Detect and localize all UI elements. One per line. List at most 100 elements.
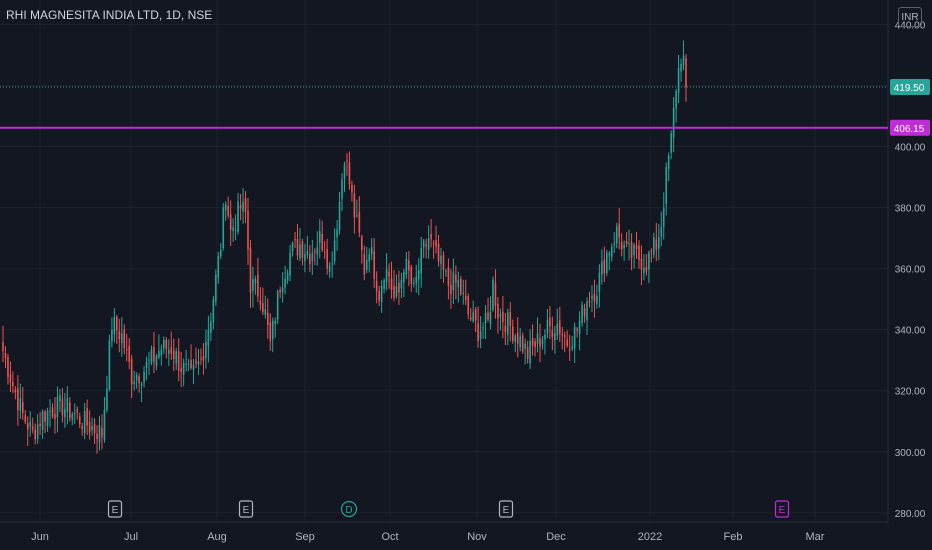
- candle-body: [202, 356, 205, 361]
- candle-body: [383, 280, 385, 289]
- candle-body: [467, 296, 470, 315]
- candle-body: [158, 351, 160, 358]
- candle-body: [172, 350, 175, 360]
- candle-body: [155, 355, 158, 366]
- candle-body: [14, 389, 17, 393]
- x-tick-label: Mar: [806, 531, 825, 543]
- last-price-label: 419.50: [894, 83, 925, 94]
- candle-body: [331, 263, 333, 265]
- candle-body: [266, 312, 269, 325]
- candle-body: [633, 244, 635, 256]
- candle-body: [412, 283, 415, 285]
- candle-body: [71, 414, 74, 420]
- x-tick-label: Feb: [724, 531, 743, 543]
- candle-body: [410, 266, 413, 284]
- candle-body: [34, 429, 36, 440]
- candle-body: [128, 345, 131, 362]
- candle-body: [573, 326, 576, 349]
- candle-body: [445, 270, 447, 272]
- candle-body: [507, 312, 509, 335]
- earnings-marker[interactable]: [107, 500, 123, 518]
- candle-body: [487, 312, 489, 320]
- candle-body: [269, 322, 272, 342]
- candle-body: [610, 246, 613, 257]
- candle-body: [390, 278, 393, 290]
- candle-body: [474, 309, 477, 321]
- candle-body: [36, 424, 39, 440]
- candle-body: [234, 229, 237, 231]
- candle-body: [108, 340, 111, 390]
- candle-body: [497, 303, 499, 319]
- candle-body: [432, 243, 435, 245]
- candle-body: [450, 284, 452, 295]
- candle-body: [81, 425, 83, 430]
- candle-body: [437, 243, 440, 262]
- candle-body: [606, 252, 608, 274]
- candle-body: [279, 289, 281, 292]
- candle-body: [296, 238, 299, 256]
- candle-body: [46, 410, 49, 426]
- candle-body: [526, 346, 529, 359]
- candle-body: [135, 375, 138, 381]
- horizontal-line-label: 406.15: [894, 124, 925, 135]
- candle-body: [41, 410, 44, 430]
- candle-body: [531, 338, 534, 346]
- earnings-marker[interactable]: [238, 500, 254, 518]
- candle-body: [17, 388, 19, 411]
- candle-body: [66, 397, 69, 413]
- candle-body: [680, 63, 682, 72]
- candle-body: [460, 278, 462, 295]
- y-tick-label: 380.00: [895, 204, 926, 215]
- candles: [2, 40, 687, 454]
- dividend-marker[interactable]: [340, 500, 358, 518]
- candle-body: [143, 371, 145, 383]
- candle-body: [598, 272, 601, 292]
- candle-body: [489, 312, 492, 325]
- candle-body: [514, 335, 517, 342]
- candle-body: [281, 287, 284, 293]
- candle-body: [4, 352, 7, 358]
- candle-body: [140, 383, 143, 386]
- candle-body: [88, 422, 91, 433]
- earnings-marker[interactable]: [774, 500, 790, 518]
- candle-body: [336, 229, 338, 238]
- candle-body: [170, 347, 173, 354]
- candle-body: [378, 290, 380, 301]
- candle-body: [578, 320, 581, 335]
- candle-body: [333, 240, 336, 262]
- candle-body: [185, 363, 187, 365]
- candle-body: [195, 360, 197, 364]
- candle-body: [425, 244, 427, 247]
- candle-body: [264, 309, 267, 315]
- candle-body: [237, 201, 239, 233]
- candle-body: [435, 239, 437, 247]
- candle-body: [601, 261, 603, 275]
- candle-body: [133, 381, 135, 384]
- candle-body: [568, 349, 571, 351]
- currency-selector[interactable]: INR: [898, 7, 922, 27]
- candle-body: [393, 285, 395, 299]
- earnings-marker[interactable]: [498, 500, 514, 518]
- candle-body: [130, 359, 133, 385]
- candle-body: [427, 238, 430, 250]
- candle-body: [534, 341, 536, 348]
- candle-body: [373, 251, 375, 279]
- candle-body: [462, 293, 465, 295]
- candle-body: [98, 425, 101, 443]
- candle-body: [544, 334, 546, 340]
- candle-body: [358, 212, 361, 233]
- candle-body: [197, 361, 200, 365]
- candle-body: [536, 333, 539, 344]
- candle-body: [482, 327, 484, 329]
- candle-body: [625, 240, 628, 244]
- candle-body: [558, 319, 561, 335]
- candle-body: [529, 341, 531, 364]
- candle-body: [83, 410, 86, 433]
- candle-body: [93, 423, 96, 434]
- candle-body: [24, 415, 27, 422]
- candle-body: [210, 321, 212, 333]
- candle-body: [12, 382, 14, 387]
- candle-body: [200, 358, 202, 360]
- candle-body: [417, 269, 420, 280]
